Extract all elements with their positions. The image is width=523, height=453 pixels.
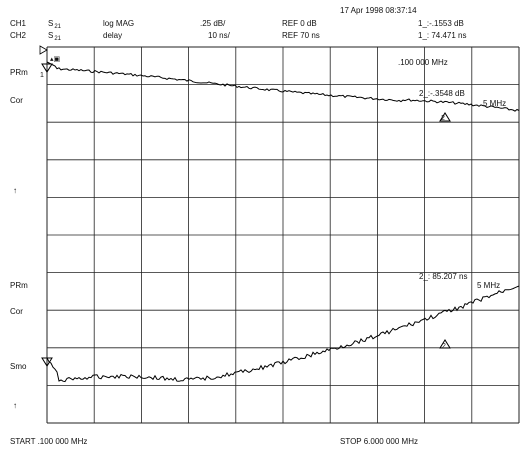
ch1-marker-readout: 1_:-.1553 dB: [418, 19, 464, 28]
lower-status-smo: Smo: [10, 362, 27, 371]
lower-marker2-readout: 2_: 85.207 ns: [419, 272, 468, 281]
ch1-scale: .25 dB/: [200, 19, 226, 28]
upper-reference-marker-icon: [41, 63, 53, 73]
lower-marker2-frequency: 5 MHz: [477, 281, 501, 290]
ch2-format: delay: [103, 31, 123, 40]
upper-marker2-frequency: 5 MHz: [483, 99, 507, 108]
ch1-parameter: S21: [48, 19, 62, 30]
upper-marker2-number: 2: [441, 115, 445, 122]
trace-delay: [46, 285, 520, 383]
lower-marker2-icon: [439, 339, 451, 349]
lower-scroll-arrow: ↑: [13, 401, 17, 410]
upper-scroll-arrow: ↑: [13, 186, 17, 195]
ch1-label: CH1: [10, 19, 27, 28]
ref-box-icon: ▴▣: [50, 56, 61, 63]
trace-log-mag: [46, 61, 520, 112]
lower-reference-marker-icon: [41, 357, 53, 367]
marker1-pointer-icon: [39, 45, 48, 55]
ch1-reference: REF 0 dB: [282, 19, 317, 28]
timestamp: 17 Apr 1998 08:37:14: [340, 6, 417, 15]
ch2-marker-readout: 1_: 74.471 ns: [418, 31, 467, 40]
ch1-format: log MAG: [103, 19, 135, 28]
upper-marker1-frequency: .100 000 MHz: [398, 58, 448, 67]
ch2-label: CH2: [10, 31, 27, 40]
lower-marker2-number: 2: [442, 343, 446, 350]
ch2-parameter: S21: [48, 31, 62, 42]
upper-marker2-icon: [439, 112, 451, 122]
lower-status-cor: Cor: [10, 307, 23, 316]
start-frequency: START .100 000 MHz: [10, 437, 88, 446]
upper-ref-marker-number: 1: [40, 72, 44, 79]
ch2-reference: REF 70 ns: [282, 31, 320, 40]
lower-status-prm: PRm: [10, 281, 28, 290]
upper-status-prm: PRm: [10, 68, 28, 77]
upper-status-cor: Cor: [10, 96, 23, 105]
stop-frequency: STOP 6.000 000 MHz: [340, 437, 418, 446]
upper-marker2-readout: 2_:-.3548 dB: [419, 89, 465, 98]
ch2-scale: 10 ns/: [208, 31, 230, 40]
